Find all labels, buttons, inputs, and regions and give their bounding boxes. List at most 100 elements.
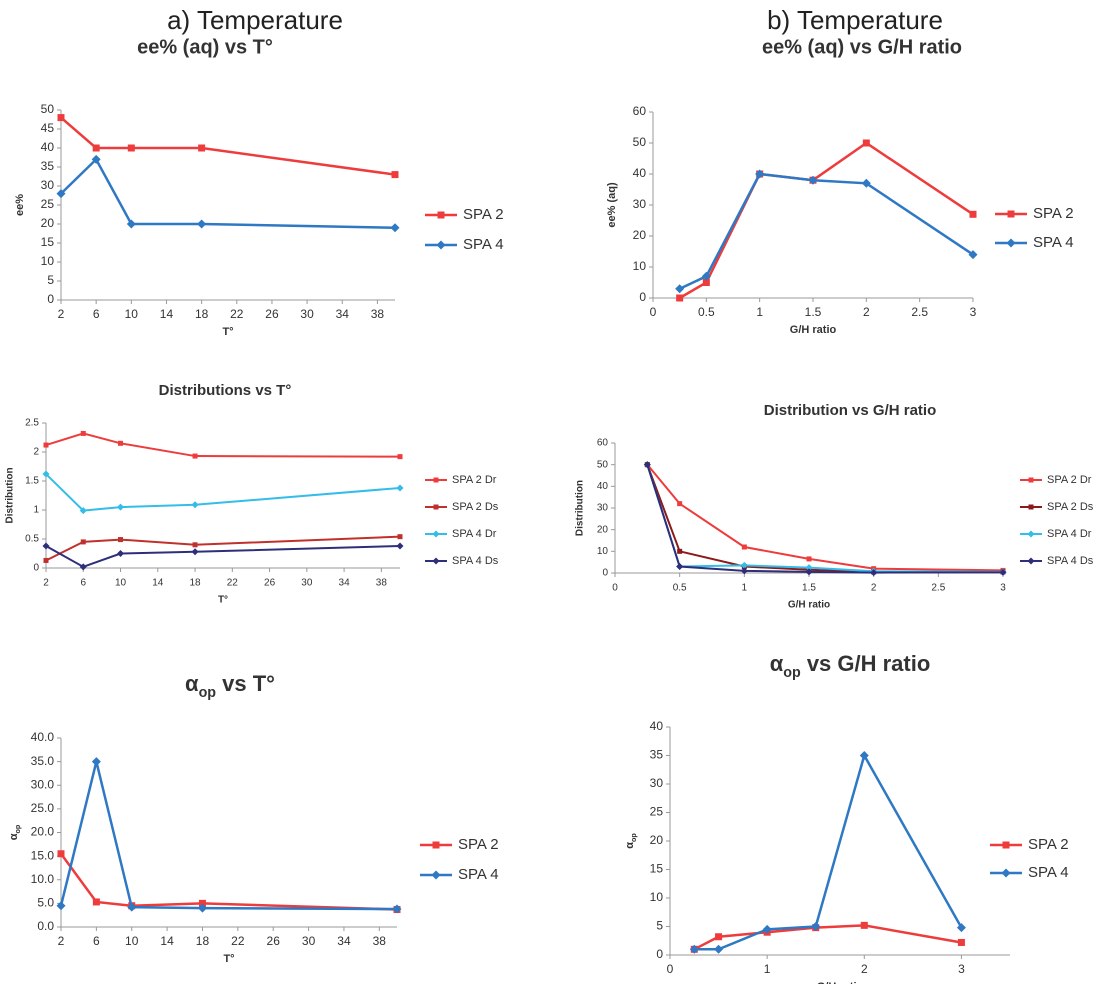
marker bbox=[396, 542, 404, 550]
x-tick-label: 2 bbox=[861, 962, 868, 976]
marker bbox=[43, 557, 49, 563]
y-tick-label: 30 bbox=[597, 503, 609, 514]
marker bbox=[396, 484, 404, 492]
x-tick-label: 14 bbox=[160, 307, 174, 321]
y-tick-label: 20 bbox=[650, 833, 664, 847]
y-tick-label: 5 bbox=[47, 273, 54, 287]
x-axis-label: G/H ratio bbox=[788, 600, 830, 611]
legend-marker bbox=[1027, 557, 1035, 565]
x-tick-label: 3 bbox=[1000, 583, 1006, 594]
x-axis-label: G/H ratio bbox=[817, 981, 864, 984]
marker bbox=[191, 548, 199, 556]
series-line bbox=[59, 853, 398, 911]
x-tick-label: 1.5 bbox=[805, 305, 822, 319]
x-tick-label: 3 bbox=[970, 305, 977, 319]
x-axis-label: G/H ratio bbox=[790, 324, 837, 336]
legend-label: SPA 4 Ds bbox=[1047, 555, 1094, 567]
marker bbox=[118, 440, 124, 446]
y-tick-label: 10 bbox=[41, 254, 55, 268]
legend-label: SPA 4 bbox=[1033, 234, 1074, 251]
marker bbox=[676, 563, 684, 570]
x-tick-label: 22 bbox=[230, 307, 244, 321]
y-tick-label: 40 bbox=[41, 140, 55, 154]
marker bbox=[192, 453, 198, 459]
legend-marker bbox=[436, 240, 446, 250]
x-tick-label: 10 bbox=[125, 307, 139, 321]
marker bbox=[870, 569, 878, 577]
x-tick-label: 38 bbox=[373, 934, 387, 948]
marker bbox=[57, 114, 65, 122]
marker bbox=[676, 294, 684, 302]
y-axis-label: ee% (aq) bbox=[606, 182, 618, 228]
y-tick-label: 1 bbox=[33, 505, 39, 516]
marker bbox=[56, 189, 66, 199]
y-axis-label: ee% bbox=[14, 194, 26, 216]
legend-label: SPA 4 Ds bbox=[452, 555, 499, 567]
series-line bbox=[60, 157, 396, 230]
series-line bbox=[45, 544, 401, 568]
x-tick-label: 14 bbox=[160, 934, 174, 948]
marker bbox=[860, 921, 868, 929]
y-tick-label: 2 bbox=[33, 447, 39, 458]
series-line bbox=[679, 172, 974, 290]
legend-label: SPA 4 bbox=[1028, 864, 1069, 881]
y-tick-label: 10 bbox=[597, 546, 609, 557]
chart-title-part: vs T° bbox=[216, 671, 275, 696]
y-axis-label: Distribution bbox=[575, 480, 586, 536]
y-tick-label: 20 bbox=[41, 216, 55, 230]
chart-title: αop vs G/H ratio bbox=[770, 651, 931, 681]
x-tick-label: 2 bbox=[871, 583, 877, 594]
x-tick-label: 0 bbox=[650, 305, 657, 319]
marker bbox=[79, 563, 87, 571]
chart-title: ee% (aq) vs G/H ratio bbox=[762, 36, 962, 58]
y-tick-label: 50 bbox=[597, 459, 609, 470]
y-tick-label: 0 bbox=[33, 563, 39, 574]
legend-label: SPA 2 bbox=[463, 206, 504, 223]
y-tick-label: 15.0 bbox=[31, 848, 55, 862]
x-tick-label: 10 bbox=[115, 578, 127, 589]
series-line bbox=[679, 141, 974, 300]
x-tick-label: 0.5 bbox=[698, 305, 715, 319]
marker bbox=[397, 534, 403, 540]
marker bbox=[861, 178, 871, 188]
legend-marker bbox=[1002, 841, 1010, 849]
x-tick-label: 1 bbox=[756, 305, 763, 319]
x-tick-label: 26 bbox=[267, 934, 281, 948]
marker bbox=[197, 219, 207, 229]
x-axis-label: T° bbox=[218, 595, 228, 606]
legend-marker bbox=[433, 477, 439, 483]
chart-title: αop vs T° bbox=[185, 671, 275, 701]
marker bbox=[811, 922, 821, 931]
y-tick-label: 35.0 bbox=[31, 754, 55, 768]
x-tick-label: 38 bbox=[376, 578, 388, 589]
marker bbox=[92, 898, 100, 906]
x-tick-label: 22 bbox=[227, 578, 239, 589]
marker bbox=[43, 442, 49, 448]
y-tick-label: 45 bbox=[41, 121, 55, 135]
marker bbox=[91, 757, 101, 767]
legend-marker bbox=[1028, 477, 1034, 483]
marker bbox=[42, 542, 50, 550]
y-axis-label-part: α bbox=[624, 842, 636, 849]
x-tick-label: 34 bbox=[339, 578, 351, 589]
x-tick-label: 1.5 bbox=[802, 583, 816, 594]
y-tick-label: 5.0 bbox=[37, 896, 54, 910]
y-axis-label-part: α bbox=[8, 833, 20, 840]
marker bbox=[80, 539, 86, 545]
chart-title-part: op bbox=[783, 665, 801, 681]
y-tick-label: 60 bbox=[633, 104, 647, 118]
legend-marker bbox=[432, 530, 440, 538]
x-tick-label: 1 bbox=[742, 583, 748, 594]
x-tick-label: 26 bbox=[265, 307, 279, 321]
marker bbox=[677, 501, 683, 507]
y-tick-label: 40 bbox=[633, 166, 647, 180]
marker bbox=[126, 219, 136, 229]
series-line bbox=[693, 924, 962, 951]
x-tick-label: 2 bbox=[58, 307, 65, 321]
y-tick-label: 0 bbox=[656, 947, 663, 961]
marker bbox=[198, 144, 206, 152]
y-tick-label: 30 bbox=[650, 776, 664, 790]
series-line bbox=[60, 116, 396, 176]
x-tick-label: 3 bbox=[958, 962, 965, 976]
chart-title-part: vs G/H ratio bbox=[801, 651, 931, 676]
